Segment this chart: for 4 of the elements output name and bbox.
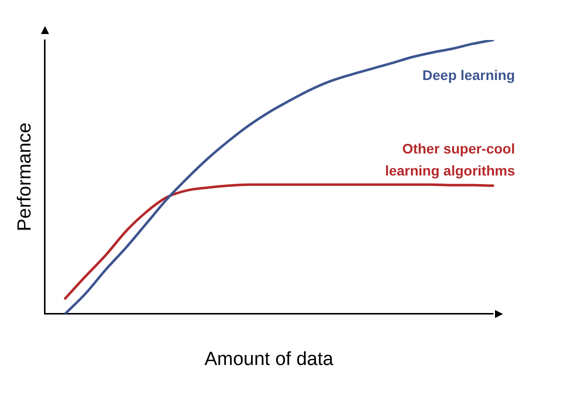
series-label: Other super-cool learning algorithms	[385, 140, 516, 179]
series-label: Deep learning	[422, 66, 515, 83]
x-axis-title: Amount of data	[204, 348, 334, 370]
y-axis-title: Performance	[14, 122, 36, 232]
